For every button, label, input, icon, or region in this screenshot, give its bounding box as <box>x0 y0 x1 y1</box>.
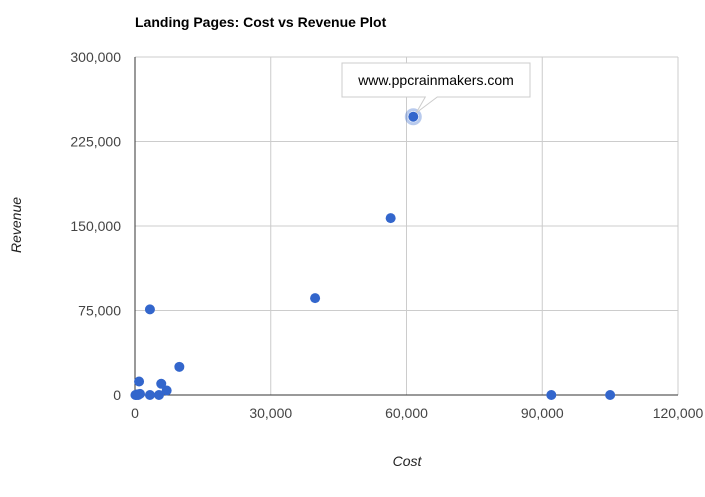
y-tick-label: 150,000 <box>70 218 121 234</box>
chart-title: Landing Pages: Cost vs Revenue Plot <box>135 14 387 30</box>
data-points <box>130 108 616 400</box>
axes <box>134 57 678 396</box>
gridlines <box>135 56 679 395</box>
y-tick-label: 225,000 <box>70 134 121 150</box>
data-point[interactable] <box>144 390 155 400</box>
tooltip-text: www.ppcrainmakers.com <box>357 72 514 88</box>
y-tick-label: 0 <box>113 387 121 403</box>
data-point[interactable] <box>134 388 145 399</box>
data-point[interactable] <box>156 378 167 389</box>
x-tick-label: 0 <box>131 405 139 421</box>
x-tick-label: 30,000 <box>249 405 292 421</box>
x-tick-label: 90,000 <box>521 405 564 421</box>
y-tick-label: 300,000 <box>70 49 121 65</box>
data-point[interactable] <box>153 390 164 400</box>
y-tick-labels: 0 75,000 150,000 225,000 300,000 <box>70 49 121 403</box>
data-point[interactable] <box>408 111 419 122</box>
x-axis-label: Cost <box>393 453 423 469</box>
x-tick-label: 120,000 <box>653 405 704 421</box>
data-point[interactable] <box>161 385 172 396</box>
x-tick-labels: 0 30,000 60,000 90,000 120,000 <box>131 405 703 421</box>
tooltip: www.ppcrainmakers.com <box>341 62 531 114</box>
y-axis-label: Revenue <box>8 197 24 253</box>
data-point[interactable] <box>134 376 145 387</box>
x-tick-label: 60,000 <box>385 405 428 421</box>
data-point[interactable] <box>385 213 396 224</box>
data-point[interactable] <box>310 293 321 304</box>
y-tick-label: 75,000 <box>78 303 121 319</box>
data-point[interactable] <box>546 390 557 400</box>
tooltip-box <box>341 62 531 114</box>
highlighted-point-ring <box>404 108 422 126</box>
data-point[interactable] <box>144 304 155 315</box>
data-point[interactable] <box>605 390 616 400</box>
data-point[interactable] <box>174 361 185 372</box>
